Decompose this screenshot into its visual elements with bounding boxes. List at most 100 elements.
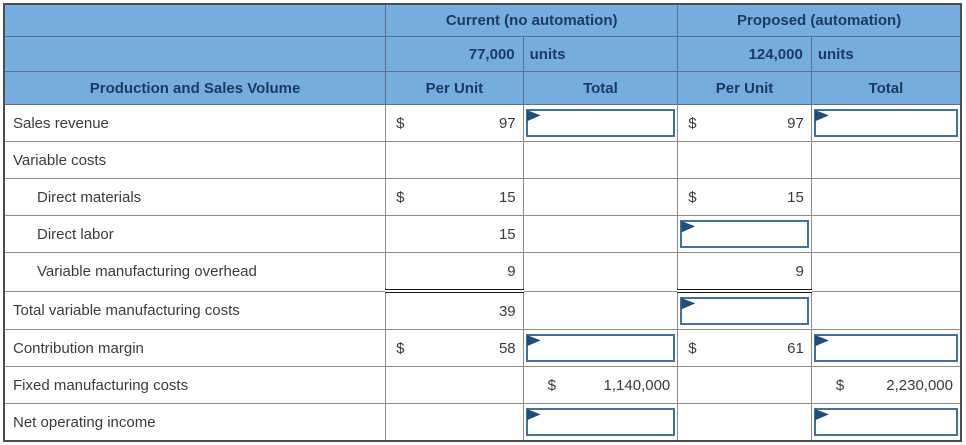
value: 15 bbox=[498, 225, 516, 243]
cell-proposed-per-unit: $15 bbox=[677, 178, 812, 216]
input-net-operating-income-proposed-total[interactable] bbox=[813, 408, 958, 436]
cell-proposed-per-unit: 9 bbox=[677, 252, 812, 293]
input-flag-icon bbox=[681, 298, 696, 310]
row-label: Total variable manufacturing costs bbox=[3, 290, 387, 330]
current-total-header: Total bbox=[522, 71, 679, 105]
dollar-sign: $ bbox=[396, 339, 405, 357]
value: 1,140,000 bbox=[603, 376, 671, 394]
row-variable-manufacturing-overhead: Variable manufacturing overhead 9 9 bbox=[3, 252, 962, 293]
input-direct-labor-proposed-per-unit[interactable] bbox=[680, 220, 809, 248]
column-header-row: Production and Sales Volume Per Unit Tot… bbox=[3, 71, 962, 105]
value: 39 bbox=[498, 302, 516, 320]
row-contribution-margin: Contribution margin $58 $61 bbox=[3, 329, 962, 367]
cell-current-per-unit: $58 bbox=[385, 329, 524, 367]
cell-proposed-total bbox=[810, 104, 962, 142]
input-sales-revenue-proposed-total[interactable] bbox=[813, 109, 958, 137]
row-total-variable-manufacturing-costs: Total variable manufacturing costs 39 bbox=[3, 290, 962, 330]
value: 15 bbox=[787, 188, 804, 206]
row-label: Fixed manufacturing costs bbox=[3, 366, 387, 404]
cell-proposed-per-unit: $61 bbox=[677, 329, 812, 367]
input-flag-icon bbox=[526, 110, 541, 122]
value: 97 bbox=[498, 114, 516, 132]
row-label: Variable manufacturing overhead bbox=[3, 252, 387, 292]
value: 58 bbox=[498, 339, 516, 357]
row-label: Sales revenue bbox=[3, 104, 387, 142]
proposed-group-header: Proposed (automation) bbox=[677, 3, 962, 37]
cell-current-total bbox=[522, 403, 679, 442]
input-flag-icon bbox=[814, 335, 829, 347]
value: 9 bbox=[507, 262, 516, 280]
cell-current-per-unit: $97 bbox=[385, 104, 524, 142]
row-fixed-manufacturing-costs: Fixed manufacturing costs $1,140,000 $2,… bbox=[3, 366, 962, 404]
row-net-operating-income: Net operating income bbox=[3, 403, 962, 442]
proposed-per-unit-header: Per Unit bbox=[677, 71, 812, 105]
value: 61 bbox=[787, 339, 804, 357]
input-flag-icon bbox=[681, 221, 696, 233]
dollar-sign: $ bbox=[835, 376, 845, 394]
value: 97 bbox=[787, 114, 804, 132]
proposed-units-label: units bbox=[810, 36, 962, 72]
cell-proposed-per-unit bbox=[677, 403, 812, 442]
row-label: Direct labor bbox=[3, 215, 387, 253]
cell-current-per-unit: $15 bbox=[385, 178, 524, 216]
input-sales-revenue-current-total[interactable] bbox=[525, 109, 676, 137]
cell-current-per-unit bbox=[385, 141, 524, 179]
cell-proposed-total bbox=[810, 141, 962, 179]
cell-proposed-total bbox=[810, 252, 962, 292]
cell-proposed-total bbox=[810, 215, 962, 253]
dollar-sign: $ bbox=[688, 339, 697, 357]
cell-current-per-unit: 9 bbox=[385, 252, 524, 293]
input-flag-icon bbox=[814, 409, 829, 421]
dollar-sign: $ bbox=[688, 114, 697, 132]
row-header-title: Production and Sales Volume bbox=[3, 71, 387, 105]
cell-current-per-unit bbox=[385, 403, 524, 442]
dollar-sign: $ bbox=[396, 188, 405, 206]
cell-current-per-unit: 15 bbox=[385, 215, 524, 253]
row-direct-labor: Direct labor 15 bbox=[3, 215, 962, 253]
cell-proposed-total bbox=[810, 329, 962, 367]
proposed-total-header: Total bbox=[810, 71, 962, 105]
blank-cell bbox=[3, 36, 387, 72]
cell-current-total bbox=[522, 252, 679, 292]
input-flag-icon bbox=[526, 409, 541, 421]
cell-current-per-unit bbox=[385, 366, 524, 404]
cell-proposed-total bbox=[810, 403, 962, 442]
row-variable-costs: Variable costs bbox=[3, 141, 962, 179]
dollar-sign: $ bbox=[547, 376, 556, 394]
input-contribution-margin-current-total[interactable] bbox=[525, 334, 676, 362]
cell-proposed-total bbox=[810, 290, 962, 330]
input-flag-icon bbox=[526, 335, 541, 347]
input-flag-icon bbox=[814, 110, 829, 122]
row-label: Variable costs bbox=[3, 141, 387, 179]
contribution-income-statement-table: Current (no automation) Proposed (automa… bbox=[3, 3, 962, 442]
dollar-sign: $ bbox=[396, 114, 405, 132]
cell-current-total bbox=[522, 329, 679, 367]
row-label: Net operating income bbox=[3, 403, 387, 442]
cell-current-total bbox=[522, 215, 679, 253]
cell-proposed-per-unit bbox=[677, 141, 812, 179]
value: 9 bbox=[795, 262, 804, 280]
group-header-row: Current (no automation) Proposed (automa… bbox=[3, 3, 962, 37]
value: 2,230,000 bbox=[886, 376, 953, 394]
cell-proposed-total bbox=[810, 178, 962, 216]
cell-current-total bbox=[522, 290, 679, 330]
cell-current-total bbox=[522, 141, 679, 179]
row-direct-materials: Direct materials $15 $15 bbox=[3, 178, 962, 216]
cell-current-per-unit: 39 bbox=[385, 290, 524, 330]
input-net-operating-income-current-total[interactable] bbox=[525, 408, 676, 436]
dollar-sign: $ bbox=[688, 188, 697, 206]
cell-proposed-per-unit: $97 bbox=[677, 104, 812, 142]
value: 15 bbox=[498, 188, 516, 206]
row-sales-revenue: Sales revenue $97 $97 bbox=[3, 104, 962, 142]
current-units-value: 77,000 bbox=[385, 36, 524, 72]
cell-proposed-per-unit bbox=[677, 290, 812, 330]
cell-current-total bbox=[522, 178, 679, 216]
current-group-header: Current (no automation) bbox=[385, 3, 679, 37]
cell-proposed-total: $2,230,000 bbox=[810, 366, 962, 404]
current-per-unit-header: Per Unit bbox=[385, 71, 524, 105]
cell-proposed-per-unit bbox=[677, 215, 812, 253]
cell-current-total: $1,140,000 bbox=[522, 366, 679, 404]
input-total-variable-costs-proposed-per-unit[interactable] bbox=[680, 297, 809, 325]
input-contribution-margin-proposed-total[interactable] bbox=[813, 334, 958, 362]
